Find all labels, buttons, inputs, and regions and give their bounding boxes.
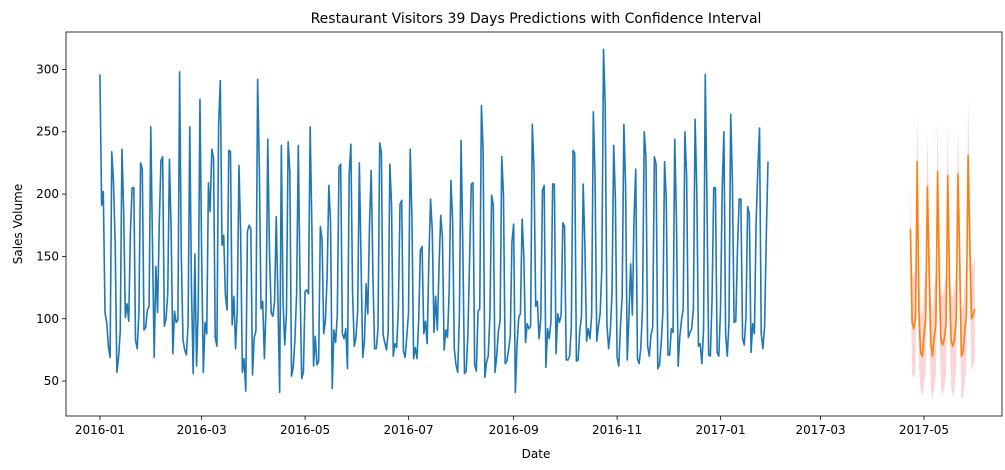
x-tick-label: 2016-09 [489,423,539,437]
y-tick-label: 200 [36,187,59,201]
y-tick-label: 250 [36,125,59,139]
y-tick-label: 150 [36,249,59,263]
x-tick-label: 2017-05 [899,423,949,437]
x-tick-label: 2016-03 [177,423,227,437]
y-axis-label: Sales Volume [11,184,25,264]
forecast-visitors-line [909,154,976,357]
axis-ticks: 2016-01 2016-03 2016-05 2016-07 2016-09 2016-… [36,62,949,437]
x-tick-label: 2016-11 [592,423,642,437]
historical-visitors-line [99,48,769,394]
x-tick-label: 2016-05 [280,423,330,437]
y-tick-label: 50 [44,374,59,388]
confidence-interval-band [910,96,975,400]
x-tick-label: 2016-07 [383,423,433,437]
x-axis-label: Date [522,447,551,461]
chart-title: Restaurant Visitors 39 Days Predictions … [311,11,762,27]
x-tick-label: 2017-01 [695,423,745,437]
x-tick-label: 2017-03 [795,423,845,437]
series-layer [99,48,976,394]
x-tick-label: 2016-01 [75,423,125,437]
confidence-band-layer [910,96,975,400]
y-tick-label: 300 [36,62,59,76]
plot-area-frame [65,31,1003,417]
y-tick-label: 100 [36,312,59,326]
